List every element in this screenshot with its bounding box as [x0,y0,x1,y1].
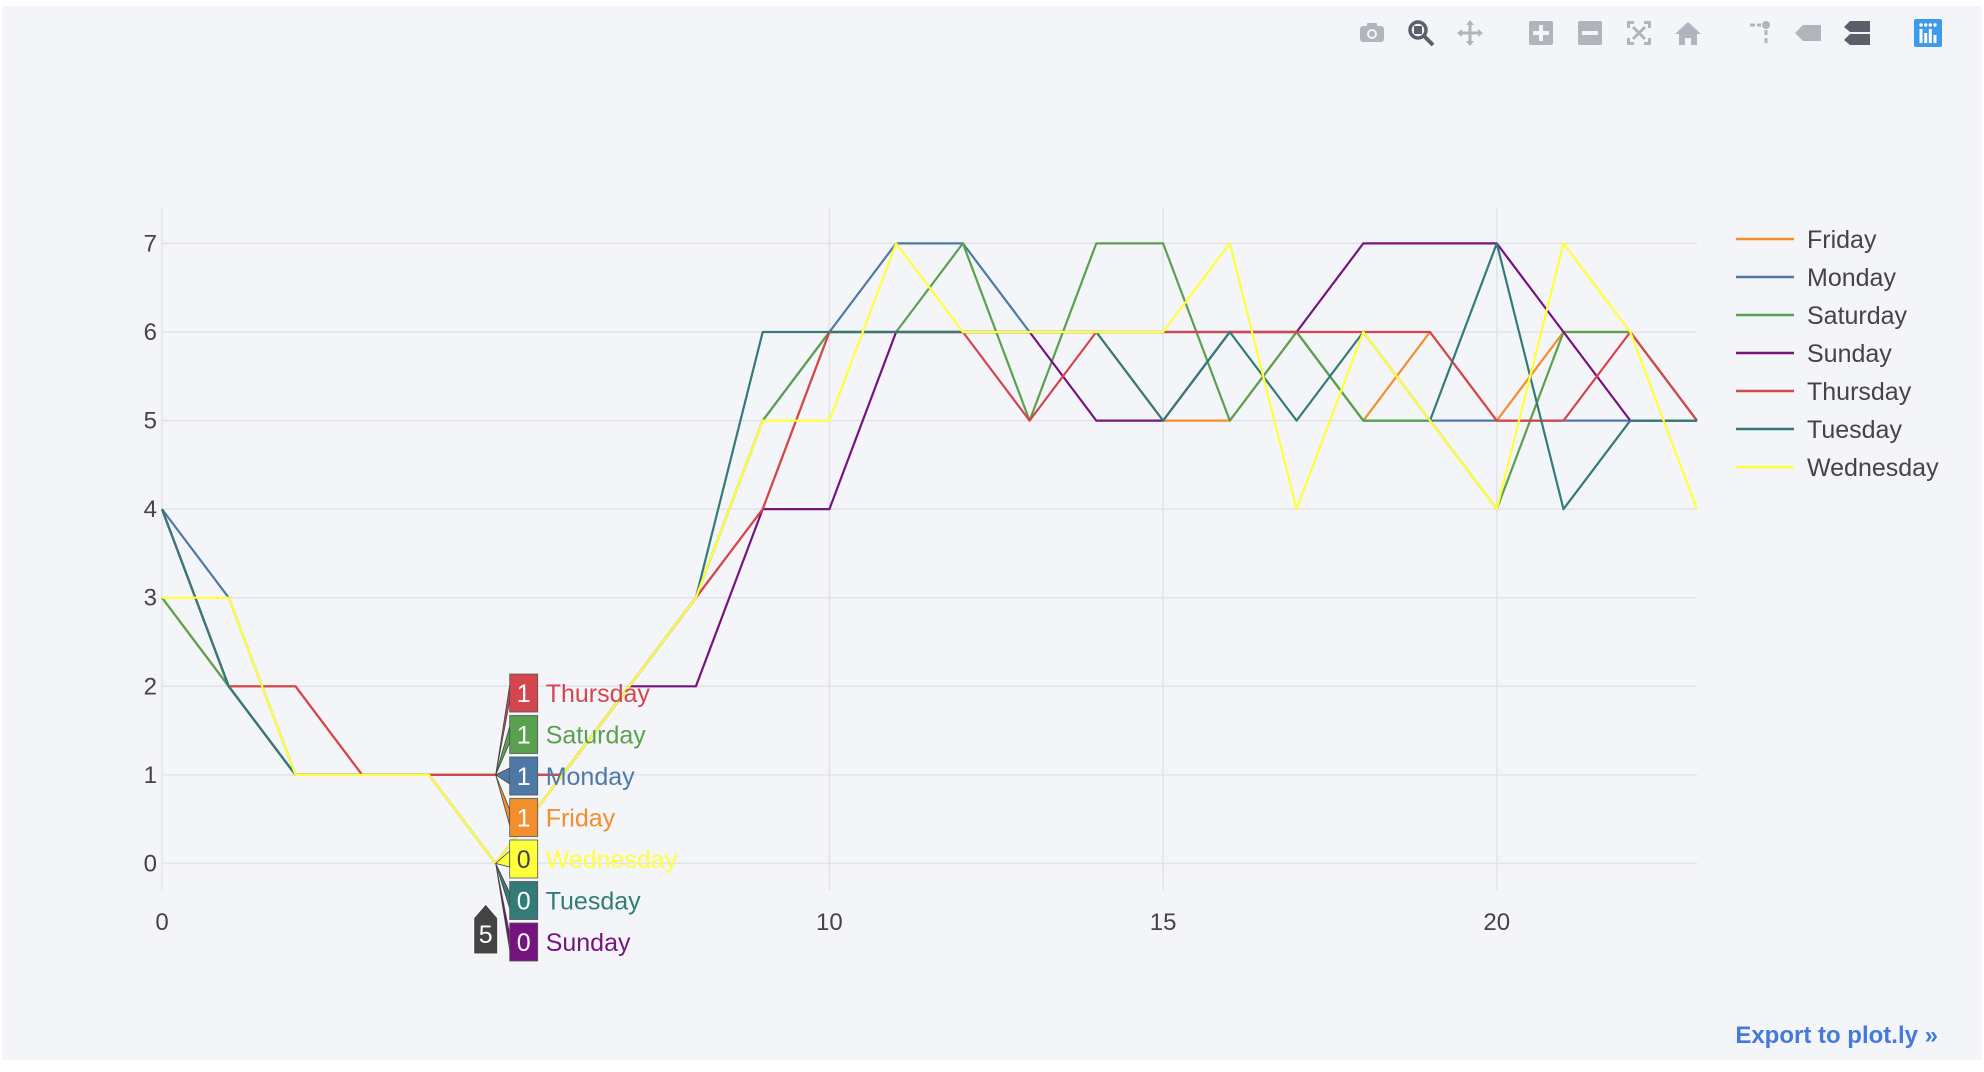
hover-box [509,673,539,713]
x-tick-label: 10 [816,909,843,936]
home-button[interactable] [1670,16,1706,50]
hover-label-tuesday: 0 Tuesday [495,863,641,920]
series-line-friday[interactable] [161,330,1698,777]
hover-closest-icon [1795,25,1821,41]
hover-label-monday: 1 Monday [494,756,635,796]
hover-series-name: Monday [546,763,635,791]
legend-item-friday[interactable]: Friday [1736,226,1877,254]
legend-item-thursday[interactable]: Thursday [1736,378,1912,406]
y-tick-label: 4 [144,496,157,523]
hover-value: 1 [517,722,531,750]
legend-label: Saturday [1807,302,1908,330]
plotly-logo-button[interactable] [1910,16,1946,50]
x-tick-label: 15 [1150,909,1177,936]
legend-label: Sunday [1807,340,1892,368]
hover-x-label: 5 [473,903,499,955]
hover-closest-button[interactable] [1790,16,1826,50]
home-icon [1675,22,1701,45]
zoom-in-button[interactable] [1523,16,1559,50]
legend-item-sunday[interactable]: Sunday [1736,340,1892,368]
hover-series-name: Tuesday [546,888,641,916]
series-line-wednesday[interactable] [162,242,1699,865]
zoom-out-icon [1578,21,1602,45]
hover-series-name: Sunday [546,929,631,957]
zoom-button[interactable] [1403,16,1439,50]
hover-label-wednesday: 0 Wednesday [494,839,678,879]
y-tick-label: 6 [144,319,157,346]
legend-label: Tuesday [1807,416,1902,444]
hover-compare-icon [1844,21,1870,45]
hover-box [509,922,539,962]
spike-lines-icon [1750,21,1770,43]
hover-series-name: Thursday [546,680,651,708]
autoscale-button[interactable] [1621,16,1657,50]
modebar-toolbar [1341,16,1946,50]
y-tick-label: 7 [144,230,157,257]
y-tick-label: 1 [144,762,157,789]
hover-box [509,756,539,796]
series-line-sunday[interactable] [160,242,1697,865]
hover-x-value: 5 [479,921,493,949]
camera-icon [1360,23,1384,42]
hover-pointer [495,684,511,775]
legend-item-monday[interactable]: Monday [1736,264,1896,292]
plotly-logo-icon [1914,19,1942,47]
camera-button[interactable] [1354,16,1390,50]
hover-value: 0 [517,888,531,916]
zoom-out-button[interactable] [1572,16,1608,50]
series-line-tuesday[interactable] [160,242,1697,865]
autoscale-icon [1627,21,1651,45]
y-tick-label: 2 [144,673,157,700]
y-tick-label: 0 [144,850,157,877]
y-tick-label: 3 [144,585,157,612]
series-lines[interactable] [160,242,1699,865]
hover-label-thursday: 1 Thursday [495,673,651,775]
spike-lines-button[interactable] [1741,16,1777,50]
hover-value: 1 [517,763,531,791]
hover-series-name: Saturday [546,722,647,750]
legend-label: Wednesday [1807,454,1939,482]
legend-label: Thursday [1807,378,1912,406]
pan-button[interactable] [1452,16,1488,50]
legend-label: Monday [1807,264,1896,292]
zoom-icon [1408,20,1435,47]
x-tick-label: 20 [1483,909,1510,936]
hover-series-name: Friday [546,805,616,833]
legend-item-saturday[interactable]: Saturday [1736,302,1908,330]
hover-labels: 1 Thursday 1 Saturday 1 Monday 1 Friday 0 Wednesd… [473,673,678,962]
gridlines [161,208,1697,890]
hover-value: 0 [517,846,531,874]
x-tick-label: 0 [155,909,168,936]
hover-label-sunday: 0 Sunday [495,863,631,962]
hover-box [509,881,539,920]
hover-box [509,839,539,879]
plot-background [2,6,1982,1060]
export-to-plotly-link[interactable]: Export to plot.ly » [1735,1022,1938,1049]
hover-label-saturday: 1 Saturday [495,715,647,776]
hover-compare-button[interactable] [1839,16,1875,50]
hover-series-name: Wednesday [546,846,678,874]
hover-value: 1 [517,680,531,708]
hover-value: 0 [517,929,531,957]
hover-value: 1 [517,805,531,833]
legend[interactable]: Friday Monday Saturday Sunday Thursday Tuesda… [1736,226,1939,482]
hover-box [509,715,539,754]
legend-item-wednesday[interactable]: Wednesday [1736,454,1939,482]
hover-x-box [473,903,499,955]
zoom-in-icon [1529,21,1553,45]
series-line-thursday[interactable] [160,330,1698,777]
legend-item-tuesday[interactable]: Tuesday [1736,416,1902,444]
pan-icon [1457,20,1483,46]
y-tick-label: 5 [144,408,157,435]
hover-box [509,798,539,837]
hover-label-friday: 1 Friday [495,774,616,837]
legend-label: Friday [1807,226,1877,254]
